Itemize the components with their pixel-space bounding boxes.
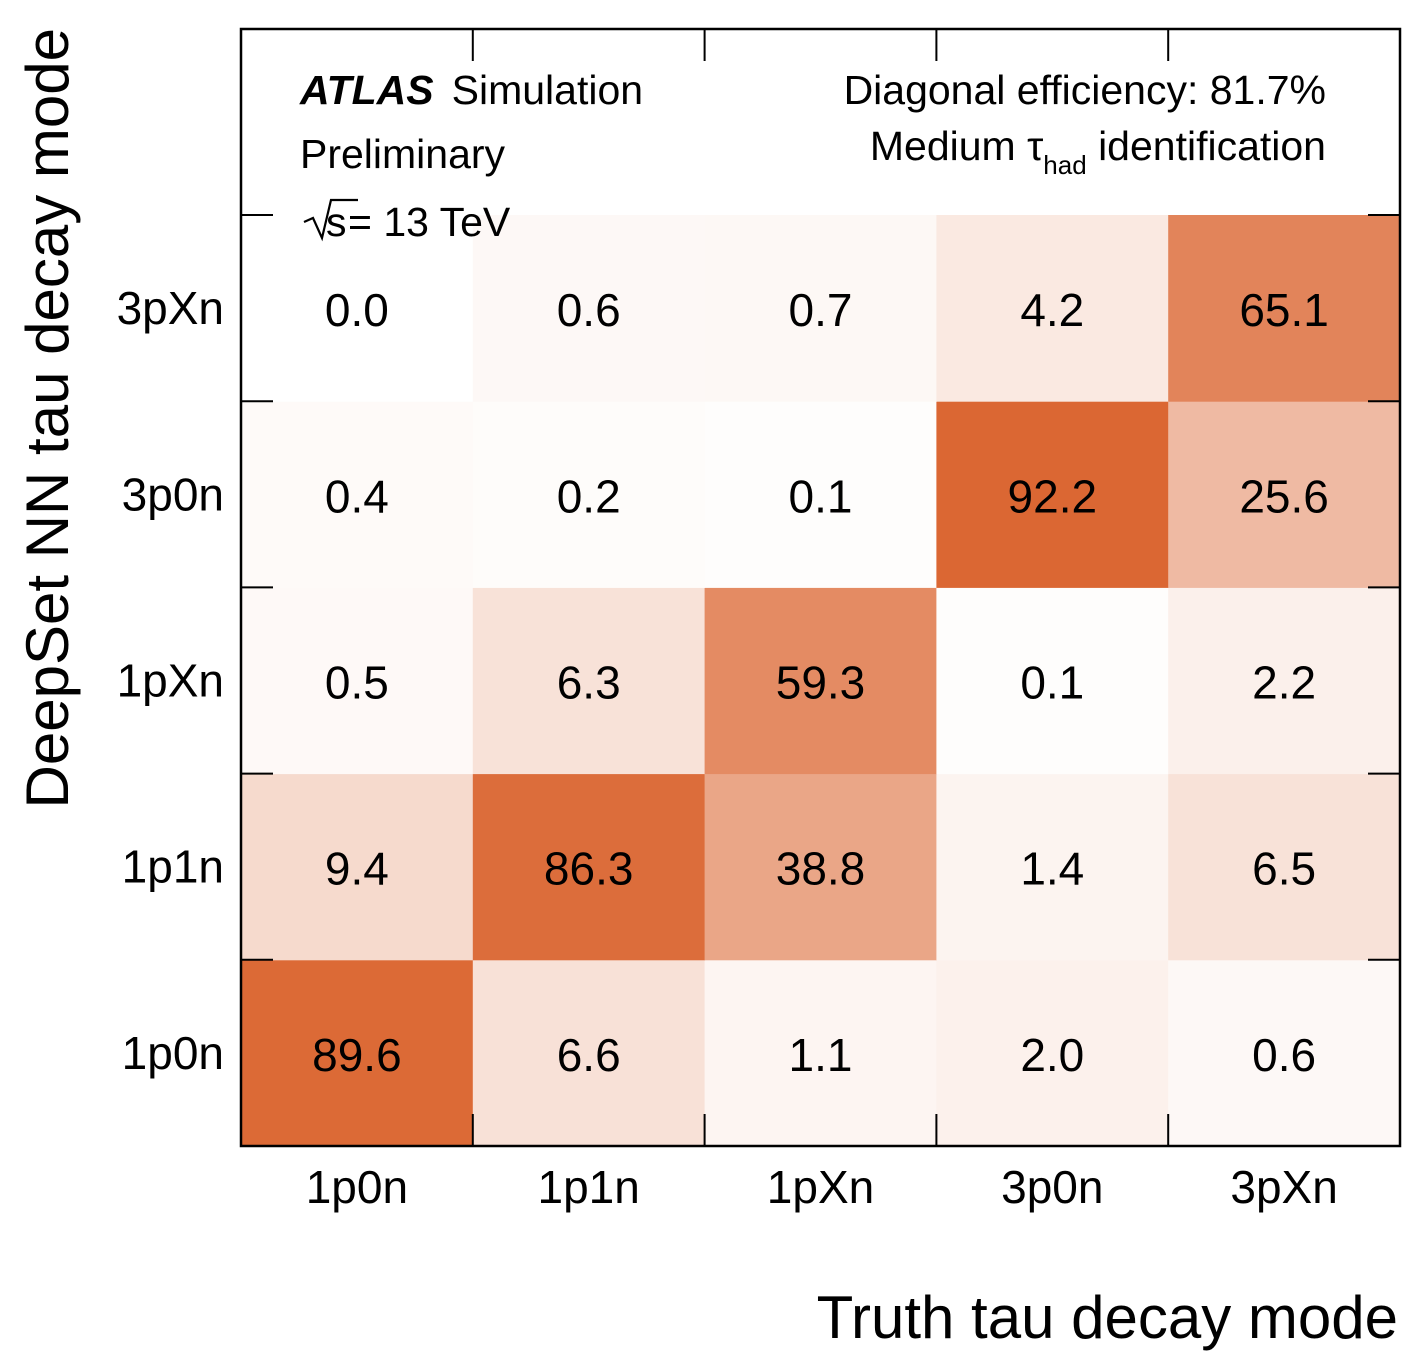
y-tick-labels: 1p0n 1p1n 1pXn 3p0n 3pXn: [117, 282, 224, 1079]
cell-value-label: 0.5: [325, 657, 389, 709]
heatmap-cell-1p0n-1p1n: [472, 959, 706, 1147]
cell-value-label: 6.5: [1252, 843, 1316, 895]
cell-value-label: 0.6: [557, 284, 621, 336]
tau-subscript: had: [1043, 150, 1086, 180]
energy-variable: s: [326, 199, 347, 245]
cell-value-label: 9.4: [325, 843, 389, 895]
atlas-simulation-label: Simulation: [452, 67, 643, 113]
heatmap-cell-1p0n-3p0n: [936, 959, 1169, 1147]
cell-value-label: 2.2: [1252, 657, 1316, 709]
cell-value-label: 0.0: [325, 284, 389, 336]
heatmap-cell-3pXn-1p0n: [241, 215, 474, 402]
x-axis-label: Truth tau decay mode: [817, 1284, 1398, 1351]
x-tick-label-3p0n: 3p0n: [1001, 1161, 1103, 1213]
cell-value-label: 65.1: [1239, 284, 1329, 336]
cell-value-label: 0.6: [1252, 1029, 1316, 1081]
heatmap-cell-3p0n-1pXn: [704, 401, 937, 588]
heatmap-cell-3pXn-1pXn: [704, 215, 937, 402]
heatmap-cell-1p0n-3pXn: [1168, 959, 1401, 1147]
y-tick-label-1p1n: 1p1n: [122, 841, 224, 893]
cell-value-label: 4.2: [1020, 284, 1084, 336]
heatmap-cell-1pXn-3pXn: [1168, 587, 1401, 775]
heatmap-cell-1pXn-1pXn: [704, 587, 937, 775]
heatmap-cell-3pXn-3pXn: [1168, 215, 1401, 402]
cell-value-label: 1.1: [789, 1029, 853, 1081]
y-tick-label-3pXn: 3pXn: [117, 282, 224, 334]
heatmap-cell-1p0n-1p0n: [241, 959, 474, 1147]
heatmap-cells: [241, 215, 1401, 1147]
cell-value-label: 0.7: [789, 284, 853, 336]
cell-value-label: 38.8: [776, 843, 866, 895]
x-tick-label-3pXn: 3pXn: [1230, 1161, 1337, 1213]
efficiency-label: Diagonal efficiency: 81.7%: [844, 67, 1326, 113]
x-tick-label-1p0n: 1p0n: [306, 1161, 408, 1213]
cell-value-label: 89.6: [312, 1029, 402, 1081]
heatmap-cell-1p1n-1pXn: [704, 773, 937, 961]
axis-ticks: [241, 29, 1400, 1146]
heatmap-cell-1pXn-3p0n: [936, 587, 1169, 775]
y-axis-label: DeepSet NN tau decay mode: [14, 28, 81, 808]
heatmap-cell-3pXn-3p0n: [936, 215, 1169, 402]
heatmap-cell-1p0n-1pXn: [704, 959, 937, 1147]
cell-value-label: 25.6: [1239, 470, 1329, 522]
cell-value-label: 6.3: [557, 657, 621, 709]
heatmap-cell-1p1n-3p0n: [936, 773, 1169, 961]
sqrt-symbol: [303, 198, 358, 242]
heatmap-cell-3p0n-1p1n: [472, 401, 706, 588]
cell-value-label: 2.0: [1020, 1029, 1084, 1081]
heatmap-cell-3p0n-3p0n: [936, 401, 1169, 588]
atlas-label: ATLAS Simulation: [299, 67, 643, 113]
heatmap-value-labels: 89.6 6.6 1.1 2.0 0.6 9.4 86.3 38.8 1.4 6.5 0.5 6.3 5…: [312, 284, 1329, 1081]
heatmap-cell-1p1n-1p0n: [241, 773, 474, 961]
identification-label: Medium τhad identification: [870, 123, 1326, 180]
y-tick-label-1p0n: 1p0n: [122, 1027, 224, 1079]
cell-value-label: 1.4: [1020, 843, 1084, 895]
identification-suffix: identification: [1087, 123, 1326, 169]
energy-label: s = 13 TeV: [303, 198, 511, 245]
energy-value: = 13 TeV: [348, 199, 511, 245]
heatmap-cell-3pXn-1p1n: [472, 215, 706, 402]
heatmap-cell-1p1n-1p1n: [472, 773, 706, 961]
cell-value-label: 86.3: [544, 843, 634, 895]
cell-value-label: 92.2: [1008, 470, 1098, 522]
cell-value-label: 0.1: [789, 470, 853, 522]
x-tick-label-1pXn: 1pXn: [767, 1161, 874, 1213]
heatmap-cell-3p0n-3pXn: [1168, 401, 1401, 588]
cell-value-label: 0.1: [1020, 657, 1084, 709]
x-tick-label-1p1n: 1p1n: [538, 1161, 640, 1213]
y-tick-label-1pXn: 1pXn: [117, 655, 224, 707]
heatmap-cell-1pXn-1p0n: [241, 587, 474, 775]
heatmap-cell-1p1n-3pXn: [1168, 773, 1401, 961]
cell-value-label: 59.3: [776, 657, 866, 709]
heatmap-cell-3p0n-1p0n: [241, 401, 474, 588]
tau-symbol: τ: [1027, 123, 1043, 169]
atlas-experiment-label: ATLAS: [299, 67, 434, 113]
cell-value-label: 0.2: [557, 470, 621, 522]
heatmap-cell-1pXn-1p1n: [472, 587, 706, 775]
y-tick-label-3p0n: 3p0n: [122, 468, 224, 520]
x-tick-labels: 1p0n 1p1n 1pXn 3p0n 3pXn: [306, 1161, 1338, 1213]
cell-value-label: 6.6: [557, 1029, 621, 1081]
preliminary-label: Preliminary: [300, 131, 506, 177]
identification-prefix: Medium: [870, 123, 1027, 169]
cell-value-label: 0.4: [325, 470, 389, 522]
